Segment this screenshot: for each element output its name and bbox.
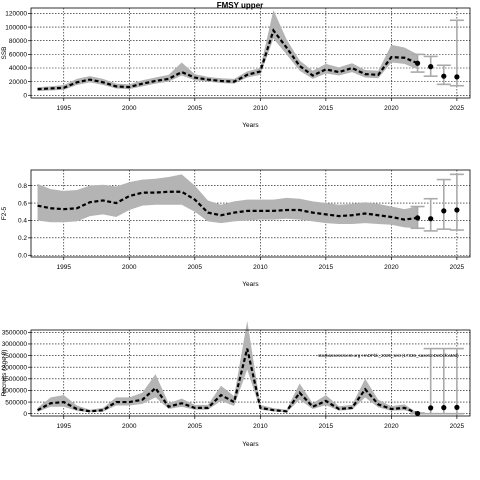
forecast-point xyxy=(441,405,447,411)
panel-recruits: 1995 2000 2005 2010 2015 2020 2025 Years 0 500000… xyxy=(1,320,471,448)
forecast-point xyxy=(428,405,434,411)
forecast-point xyxy=(428,216,434,222)
y-axis: 0 500000 1000000 1500000 2000000 2500000 30000… xyxy=(1,330,31,418)
x-tick-label: 2020 xyxy=(384,105,399,112)
forecast-point xyxy=(428,64,434,70)
x-tick-label: 2020 xyxy=(384,423,399,430)
forecast-point xyxy=(414,410,421,417)
x-tick-label: 2025 xyxy=(450,423,465,430)
estimate-line xyxy=(37,348,419,415)
y-tick-label: 40000 xyxy=(9,65,27,72)
x-axis: 1995 2000 2005 2010 2015 2020 2025 Years xyxy=(57,416,465,448)
y-axis-label: F2-5 xyxy=(1,206,8,220)
x-tick-label: 2015 xyxy=(319,105,334,112)
x-tick-label: 2010 xyxy=(253,105,268,112)
y-tick-label: 0.8 xyxy=(18,183,27,190)
x-tick-label: 2005 xyxy=(188,105,203,112)
y-axis: 0 20000 40000 60000 80000 100000 120000 SSB xyxy=(1,11,31,99)
x-axis-label: Years xyxy=(242,281,259,288)
y-axis: 0.0 0.2 0.4 0.6 0.8 F2-5 xyxy=(1,183,31,259)
y-tick-label: 0.2 xyxy=(18,235,27,242)
x-tick-label: 2005 xyxy=(188,264,203,271)
x-axis-label: Years xyxy=(242,441,259,448)
y-tick-label: 2000000 xyxy=(2,364,28,371)
y-tick-label: 3000000 xyxy=(2,341,28,348)
y-tick-label: 100000 xyxy=(5,24,27,31)
x-tick-label: 2010 xyxy=(253,264,268,271)
x-tick-label: 2020 xyxy=(384,264,399,271)
y-tick-label: 60000 xyxy=(9,52,27,59)
y-tick-label: 1500000 xyxy=(2,376,28,383)
x-tick-label: 2010 xyxy=(253,423,268,430)
forecast xyxy=(410,173,464,232)
plot-frame xyxy=(30,169,471,258)
y-tick-label: 0.4 xyxy=(18,218,27,225)
x-tick-label: 2000 xyxy=(122,423,137,430)
x-tick-label: 2015 xyxy=(319,264,334,271)
grid xyxy=(31,8,470,98)
x-tick-label: 1995 xyxy=(57,264,72,271)
y-tick-label: 0 xyxy=(23,92,27,99)
x-tick-label: 2015 xyxy=(319,423,334,430)
y-tick-label: 20000 xyxy=(9,79,27,86)
y-tick-label: 0.6 xyxy=(18,200,27,207)
forecast xyxy=(410,19,464,87)
x-axis: 1995 2000 2005 2010 2015 2020 2025 Years xyxy=(57,98,465,129)
y-tick-label: 3500000 xyxy=(2,330,28,337)
y-tick-label: 0 xyxy=(23,411,27,418)
x-axis: 1995 2000 2005 2010 2015 2020 2025 Years xyxy=(57,257,465,288)
forecast-point xyxy=(454,404,460,410)
forecast-point xyxy=(414,215,421,221)
plot-frame xyxy=(30,7,471,99)
panel-f: 1995 2000 2005 2010 2015 2020 2025Years0.00.20… xyxy=(1,169,471,288)
y-tick-label: 500000 xyxy=(5,399,27,406)
assessment-annotation: stockassessment.org HADFbk_2025_test (17… xyxy=(318,353,459,358)
x-tick-label: 2000 xyxy=(122,264,137,271)
x-tick-label: 2000 xyxy=(122,105,137,112)
y-tick-label: 1000000 xyxy=(2,388,28,395)
forecast-point xyxy=(441,73,447,79)
forecast xyxy=(410,347,464,417)
x-tick-label: 2005 xyxy=(188,423,203,430)
y-tick-label: 0.0 xyxy=(18,252,27,259)
forecast-point xyxy=(454,207,460,213)
x-tick-label: 1995 xyxy=(57,105,72,112)
panel-ssb: 1995 2000 2005 2010 2015 2020 2025 Years 0 20000 4… xyxy=(1,7,471,129)
plot-frame xyxy=(30,329,471,417)
x-tick-label: 2025 xyxy=(450,264,465,271)
estimate-line xyxy=(37,190,418,221)
y-axis-label: SSB xyxy=(1,46,8,59)
forecast-point xyxy=(414,60,421,66)
y-tick-label: 80000 xyxy=(9,38,27,45)
x-axis-label: Years xyxy=(242,122,259,129)
forecast-point xyxy=(454,74,460,80)
forecast-point xyxy=(441,208,447,214)
y-axis-label: Recruits (Age 0) xyxy=(1,350,8,397)
figure-title: FMSY upper xyxy=(217,1,264,10)
panels: 1995 2000 2005 2010 2015 2020 2025Years0200004… xyxy=(1,7,471,448)
x-tick-label: 2025 xyxy=(450,105,465,112)
y-tick-label: 120000 xyxy=(5,11,27,18)
x-tick-label: 1995 xyxy=(57,423,72,430)
estimate-line xyxy=(37,28,419,91)
confidence-band xyxy=(37,174,418,229)
y-tick-label: 2500000 xyxy=(2,353,28,360)
